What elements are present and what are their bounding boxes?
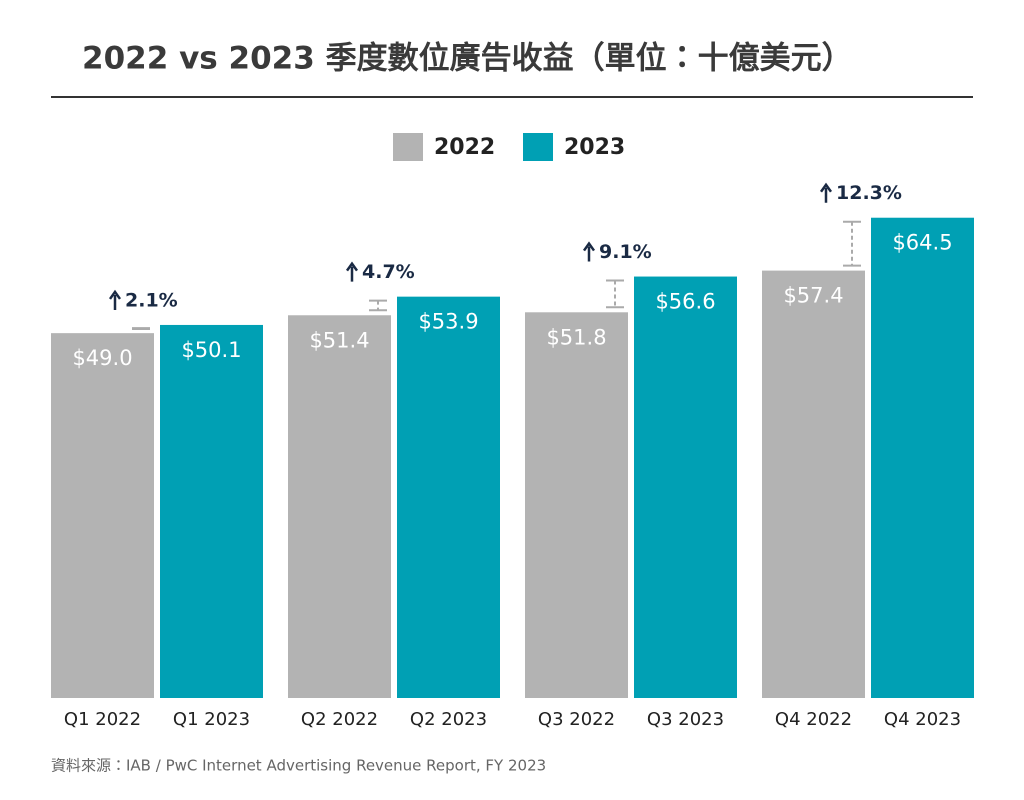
x-tick-label: Q3 2023 [647,709,724,730]
x-tick-label: Q2 2023 [410,709,487,730]
growth-arrow [108,289,122,310]
bar [160,324,263,698]
legend-label: 2023 [564,135,625,160]
growth-label: 12.3% [836,182,902,204]
bar [762,270,865,698]
x-tick-label: Q4 2022 [775,709,852,730]
growth-arrow [345,261,359,282]
x-tick-label: Q2 2022 [301,709,378,730]
growth-arrow [819,182,833,203]
bar [288,315,391,698]
x-tick-label: Q1 2022 [64,709,141,730]
x-tick-label: Q4 2023 [884,709,961,730]
bar [397,296,500,698]
x-tick-label: Q3 2022 [538,709,615,730]
value-label: $56.6 [655,290,715,314]
growth-label: 4.7% [362,261,415,283]
legend-swatch [393,133,423,161]
source-note: 資料來源：IAB / PwC Internet Advertising Reve… [51,757,546,775]
legend-label: 2022 [434,135,495,160]
bar [634,276,737,698]
growth-arrow [582,241,596,262]
value-label: $53.9 [418,310,478,334]
value-label: $50.1 [181,338,241,362]
growth-label: 2.1% [125,289,178,311]
chart-title: 2022 vs 2023 季度數位廣告收益（單位：十億美元） [82,41,853,77]
value-label: $64.5 [892,231,952,255]
bar [525,312,628,698]
bar [871,217,974,698]
value-label: $51.4 [309,328,369,352]
value-label: $51.8 [546,325,606,349]
growth-label: 9.1% [599,241,652,263]
legend-swatch [523,133,553,161]
x-tick-label: Q1 2023 [173,709,250,730]
value-label: $57.4 [783,284,843,308]
value-label: $49.0 [72,346,132,370]
bar [51,333,154,698]
